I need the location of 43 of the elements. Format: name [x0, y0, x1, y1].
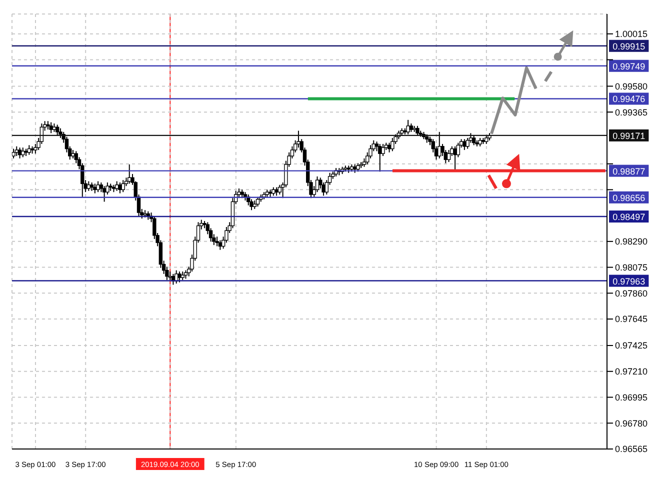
- y-tick-label: 0.97425: [615, 340, 648, 351]
- ref-line-label: 0.98877: [612, 166, 646, 176]
- y-tick-label: 0.96780: [615, 418, 648, 428]
- y-tick-label: 0.98075: [615, 262, 648, 272]
- y-tick-label: 0.97860: [615, 288, 648, 298]
- candlestick: [406, 119, 410, 135]
- candlestick: [96, 180, 100, 193]
- candlestick: [121, 180, 125, 193]
- candlestick: [278, 184, 282, 195]
- ref-line-label: 0.99476: [612, 94, 646, 104]
- candlestick: [118, 182, 122, 194]
- ref-line-label: 0.98497: [612, 212, 646, 222]
- candlestick: [416, 125, 420, 136]
- y-tick-label: 0.97645: [615, 314, 648, 324]
- candlestick: [322, 182, 326, 196]
- ref-line-label: 0.99915: [612, 41, 646, 52]
- candlestick: [453, 146, 457, 172]
- candlestick: [250, 198, 254, 211]
- candlestick: [315, 176, 320, 193]
- y-tick-label: 0.99365: [615, 107, 648, 118]
- y-tick-label: 0.97210: [615, 366, 648, 377]
- candlestick: [446, 149, 451, 163]
- y-tick-label: 0.98290: [615, 236, 648, 247]
- candlestick: [178, 271, 182, 283]
- candlestick: [215, 236, 219, 247]
- ref-line-label: 0.98656: [612, 192, 646, 203]
- candlestick: [296, 130, 300, 148]
- candlestick: [256, 196, 260, 208]
- candlestick: [86, 180, 91, 192]
- y-tick-label: 1.00015: [615, 29, 648, 40]
- candlestick: [55, 124, 60, 136]
- ref-line-label: 0.99171: [612, 130, 646, 141]
- candlestick: [381, 143, 385, 156]
- candlestick: [12, 148, 16, 159]
- candlestick: [472, 135, 476, 146]
- y-tick-label: 0.96995: [615, 392, 648, 402]
- ref-line-label: 0.99749: [612, 61, 646, 72]
- ref-line-label: 0.97963: [612, 276, 646, 286]
- candlestick: [390, 137, 394, 152]
- candlestick: [466, 137, 470, 150]
- candlestick: [49, 122, 53, 134]
- y-tick-label: 0.96565: [615, 444, 648, 454]
- y-tick-label: 0.99580: [615, 81, 648, 92]
